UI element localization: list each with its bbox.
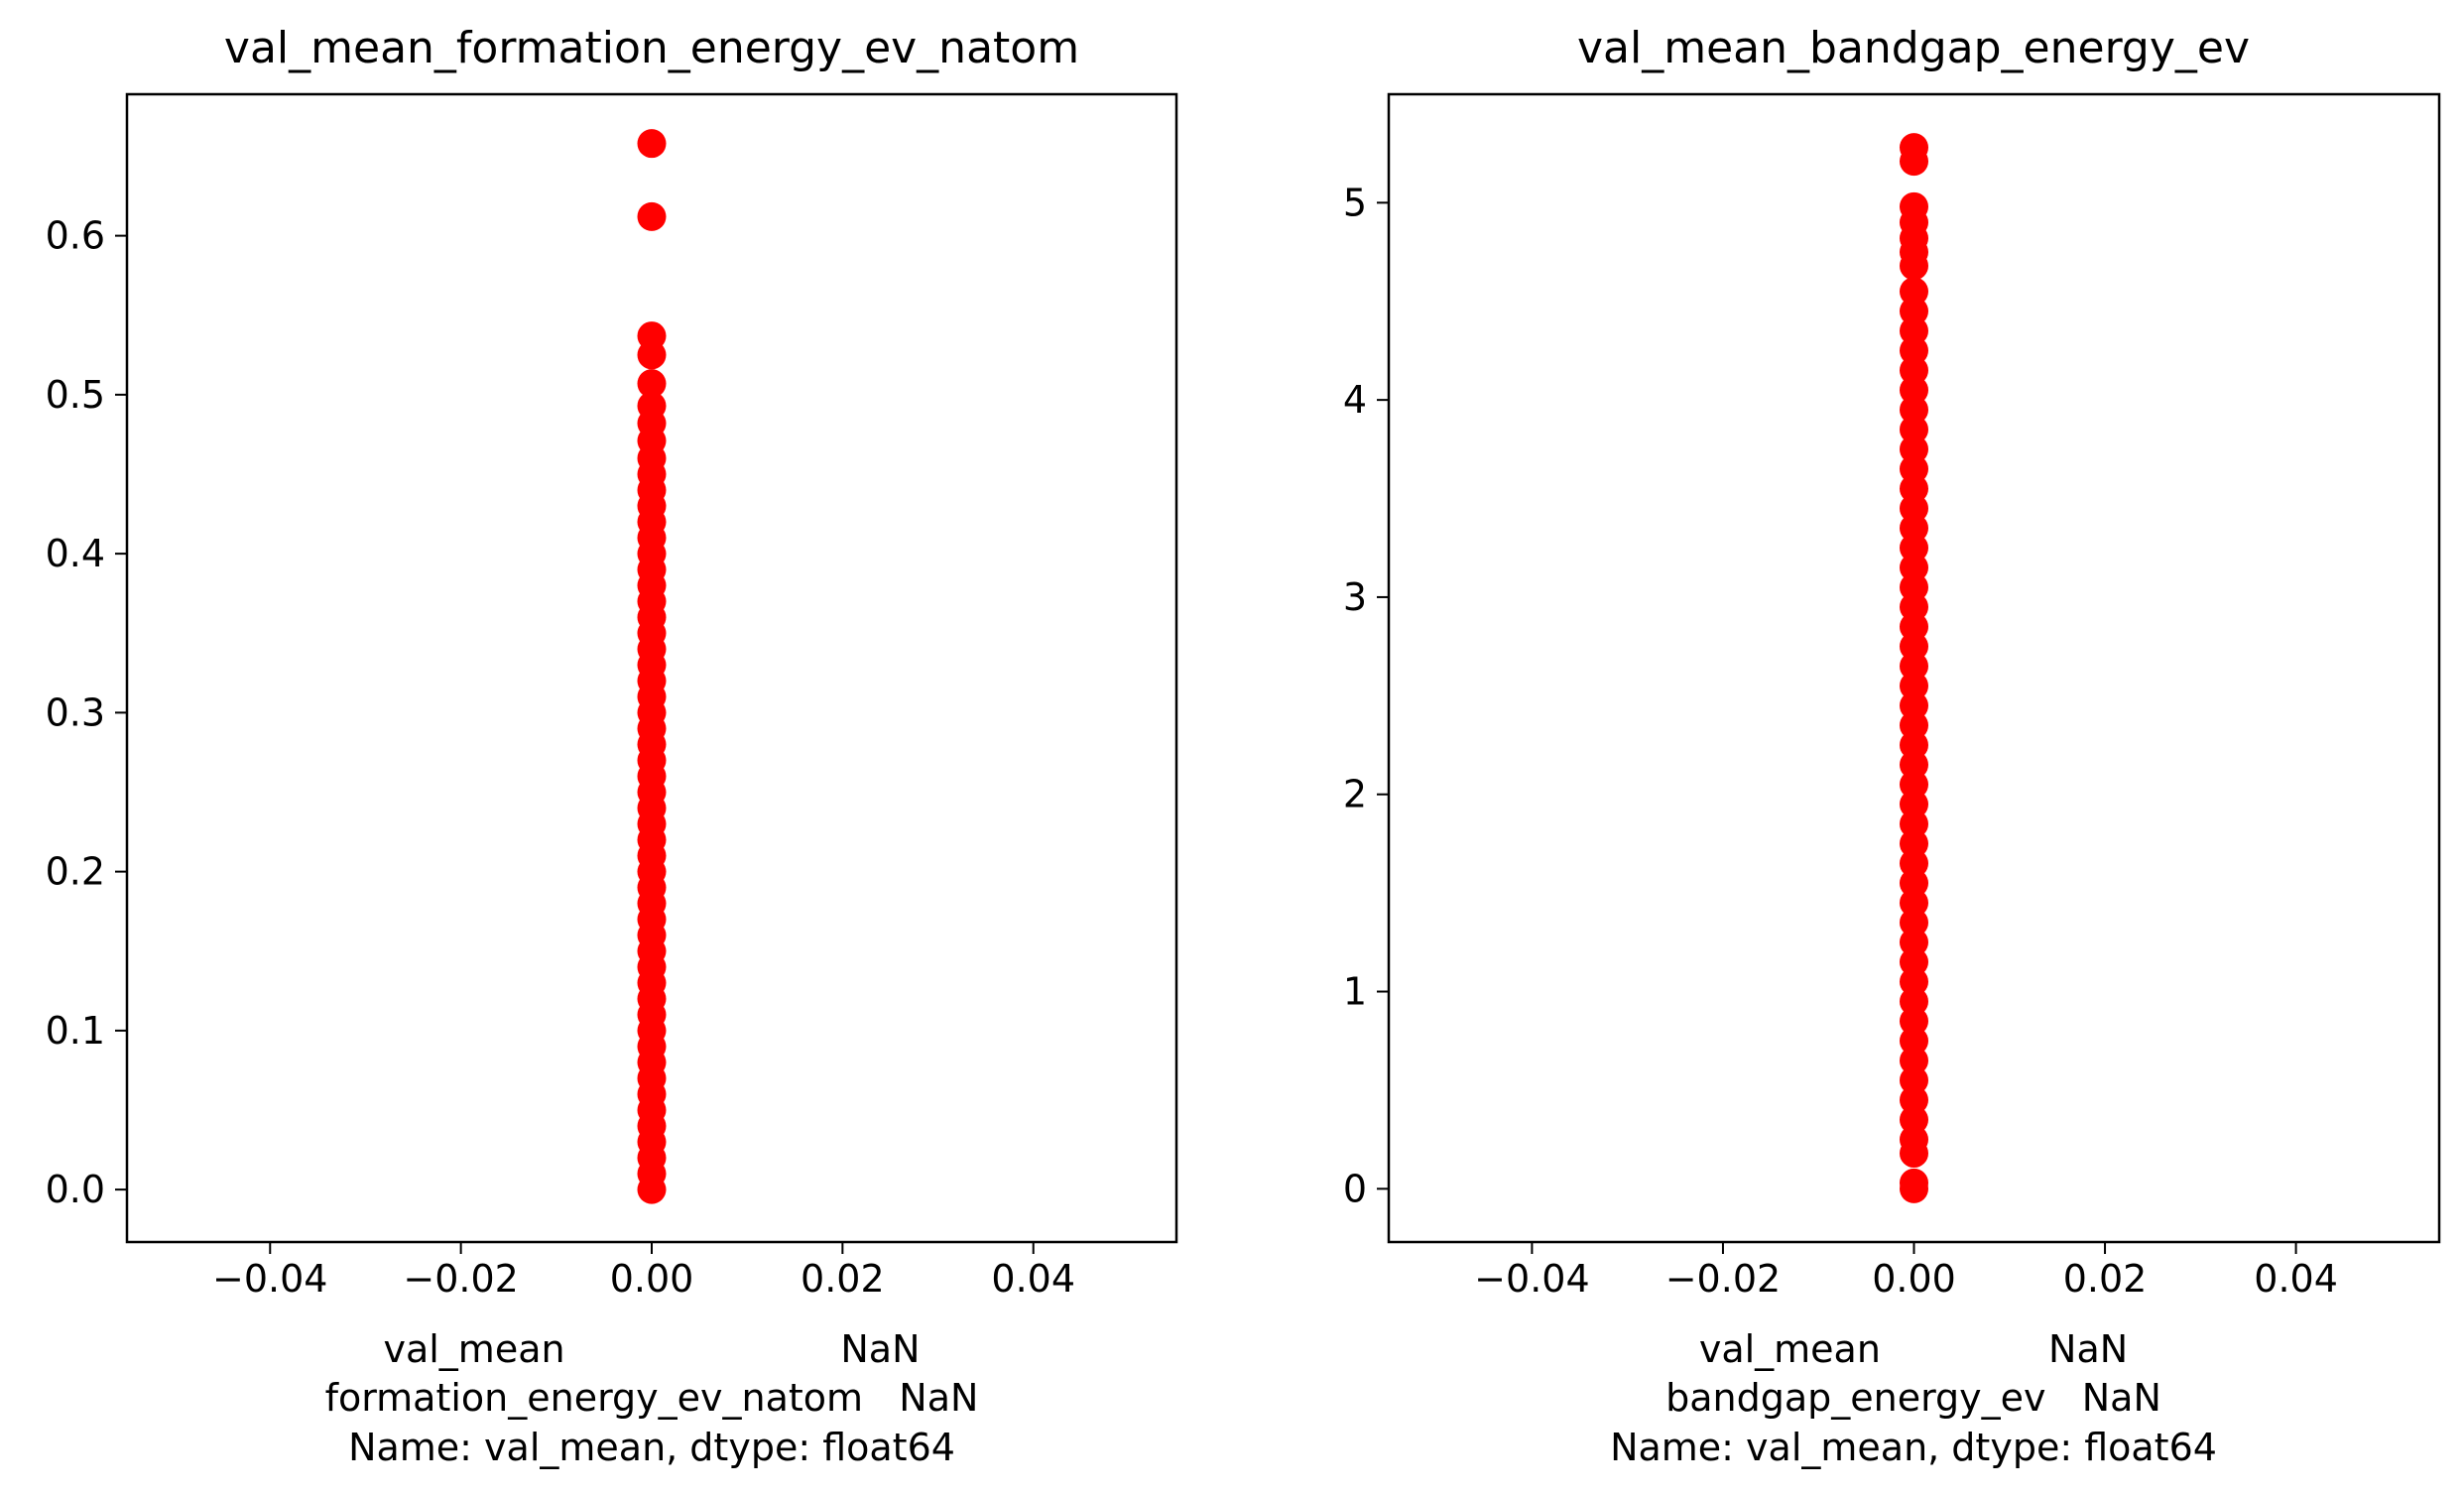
data-point	[1900, 533, 1928, 562]
data-point	[1900, 632, 1928, 662]
x-tick-label: 0.00	[1872, 1257, 1956, 1301]
data-point	[1900, 297, 1928, 326]
data-point	[1900, 1174, 1928, 1203]
subplot-formation-energy: val_mean_formation_energy_ev_natom −0.04…	[46, 23, 1178, 1469]
x-axis-label-line-2: bandgap_energy_ev NaN	[1665, 1376, 2161, 1420]
y-tick-label: 0.5	[46, 373, 105, 417]
y-tick-label: 4	[1343, 378, 1367, 422]
data-point	[1900, 770, 1928, 800]
x-axis-label-line-1: val_mean NaN	[1699, 1327, 2128, 1371]
data-point	[1900, 435, 1928, 464]
data-point	[1900, 147, 1928, 177]
data-point	[1900, 474, 1928, 504]
data-point	[1900, 612, 1928, 642]
data-point	[1900, 848, 1928, 878]
y-tick-label: 3	[1343, 575, 1367, 619]
subplot-bandgap-energy: val_mean_bandgap_energy_ev −0.04 −0.02 0.0…	[1343, 23, 2441, 1469]
y-tick-label: 0.6	[46, 214, 105, 258]
data-point	[637, 340, 667, 370]
data-point	[637, 369, 667, 399]
y-tick-label: 0.0	[46, 1168, 105, 1211]
data-point	[1900, 967, 1928, 997]
x-tick-label: 0.02	[2063, 1257, 2148, 1301]
x-tick-label: −0.04	[1474, 1257, 1589, 1301]
x-axis-label-line-1: val_mean NaN	[383, 1327, 920, 1371]
y-tick-label: 0.1	[46, 1009, 105, 1053]
data-point	[1900, 868, 1928, 898]
data-point	[1900, 454, 1928, 484]
data-point	[1900, 710, 1928, 740]
data-point	[637, 129, 667, 159]
data-point	[1900, 1065, 1928, 1095]
data-point	[1900, 730, 1928, 760]
axes-frame	[125, 92, 1178, 1244]
y-tick-label: 0.4	[46, 532, 105, 575]
data-point	[1900, 1006, 1928, 1036]
y-tick-label: 5	[1343, 181, 1367, 224]
data-point	[1900, 947, 1928, 977]
y-tick-label: 2	[1343, 773, 1367, 816]
data-point	[637, 201, 667, 231]
data-point	[1900, 1046, 1928, 1075]
data-point	[1900, 671, 1928, 700]
x-axis-label-line-3: Name: val_mean, dtype: float64	[1610, 1426, 2217, 1469]
y-tick-group: 0.0 0.1 0.2 0.3 0.4 0.5 0.6	[46, 214, 127, 1211]
x-tick-label: −0.04	[212, 1257, 327, 1301]
data-point	[1900, 908, 1928, 937]
data-point	[1900, 652, 1928, 682]
x-axis-label-line-3: Name: val_mean, dtype: float64	[348, 1426, 955, 1469]
x-tick-label: 0.04	[991, 1257, 1075, 1301]
x-tick-label: 0.00	[610, 1257, 694, 1301]
data-point	[1900, 790, 1928, 819]
x-tick-label: −0.02	[403, 1257, 518, 1301]
data-point	[1900, 395, 1928, 425]
data-point	[1900, 928, 1928, 957]
data-point	[1900, 251, 1928, 281]
data-point	[1900, 810, 1928, 839]
data-point	[1900, 592, 1928, 622]
y-tick-label: 0	[1343, 1167, 1367, 1210]
x-tick-label: −0.02	[1665, 1257, 1781, 1301]
data-point	[1900, 1026, 1928, 1056]
data-point	[1900, 277, 1928, 307]
x-tick-label: 0.02	[801, 1257, 885, 1301]
y-tick-label: 0.3	[46, 690, 105, 734]
x-tick-group: −0.04 −0.02 0.00 0.02 0.04	[212, 1242, 1075, 1301]
x-tick-group: −0.04 −0.02 0.00 0.02 0.04	[1474, 1242, 2338, 1301]
data-point	[1900, 316, 1928, 346]
data-point	[1900, 572, 1928, 602]
y-tick-label: 1	[1343, 970, 1367, 1014]
marker-group	[1900, 133, 1928, 1203]
data-point	[1900, 888, 1928, 918]
data-point	[637, 1175, 667, 1204]
data-point	[1900, 375, 1928, 405]
y-tick-group: 0 1 2 3 4 5	[1343, 181, 1389, 1210]
data-point	[1900, 690, 1928, 720]
chart-title: val_mean_bandgap_energy_ev	[1577, 23, 2250, 73]
data-point	[1900, 1085, 1928, 1115]
data-point	[1900, 553, 1928, 582]
data-point	[1900, 335, 1928, 365]
x-tick-label: 0.04	[2254, 1257, 2338, 1301]
data-point	[1900, 828, 1928, 858]
data-point	[1900, 750, 1928, 780]
axes-frame	[1387, 92, 2441, 1244]
data-point	[1900, 493, 1928, 523]
marker-group	[637, 129, 667, 1204]
data-point	[1900, 415, 1928, 444]
data-point	[1900, 1139, 1928, 1169]
x-axis-label-line-2: formation_energy_ev_natom NaN	[325, 1376, 979, 1420]
chart-title: val_mean_formation_energy_ev_natom	[224, 23, 1079, 73]
data-point	[1900, 1105, 1928, 1135]
data-point	[1900, 513, 1928, 543]
data-point	[1900, 355, 1928, 385]
y-tick-label: 0.2	[46, 850, 105, 894]
data-point	[1900, 986, 1928, 1016]
